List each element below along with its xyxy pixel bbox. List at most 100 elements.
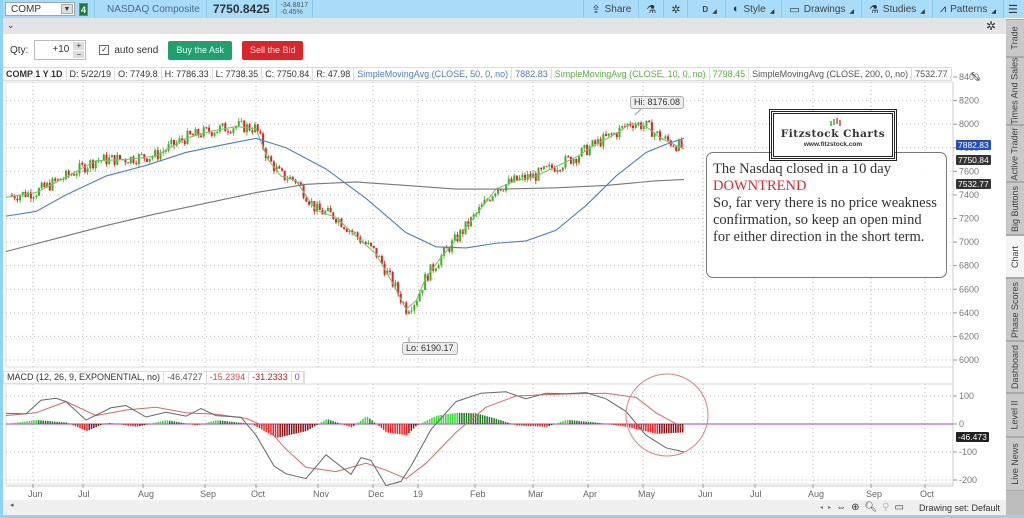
- logo-url: www.fitzstock.com: [803, 141, 863, 148]
- side-tab-big-buttons[interactable]: Big Buttons: [1006, 182, 1024, 235]
- drawings-button[interactable]: ▭ Drawings ◢: [781, 0, 861, 18]
- sma200-label[interactable]: SimpleMovingAvg (CLOSE, 200, 0, no): [749, 68, 913, 80]
- svg-text:0: 0: [959, 419, 964, 429]
- svg-text:7400: 7400: [959, 190, 979, 200]
- high-label: Hi: 8176.08: [630, 96, 685, 109]
- auto-send-checkbox[interactable]: ✓ auto send: [99, 45, 158, 56]
- side-tab-label: Chart: [1010, 245, 1021, 268]
- qty-stepper[interactable]: + −: [73, 42, 85, 58]
- decrement-icon[interactable]: −: [73, 50, 85, 58]
- logo-bars-icon: [830, 118, 841, 126]
- svg-text:6400: 6400: [959, 308, 979, 318]
- svg-text:Apr: Apr: [583, 489, 597, 499]
- side-tab-trade[interactable]: Trade: [1006, 19, 1024, 57]
- side-tab-active-trader[interactable]: Active Trader: [1006, 125, 1024, 182]
- bottom-toolbar: ◂ ◂ ▸ ⇔ ⊕ 🔍︎ ⚲ ▭ Drawing set: Default: [3, 500, 1006, 515]
- macd-value: -46.4727: [164, 372, 207, 383]
- annotation-note[interactable]: The Nasdaq closed in a 10 day DOWNTREND …: [706, 152, 947, 278]
- share-button[interactable]: ⇪ Share: [583, 0, 638, 18]
- sma50-label[interactable]: SimpleMovingAvg (CLOSE, 50, 0, no): [354, 68, 513, 80]
- scroll-left-icon[interactable]: ◂: [10, 502, 14, 509]
- svg-text:-100: -100: [959, 447, 977, 457]
- crosshair-icon[interactable]: ⊕: [851, 502, 860, 513]
- note-line1: The Nasdaq closed in a 10 day: [713, 161, 891, 177]
- gear-icon[interactable]: ✲: [985, 19, 996, 33]
- qty-input[interactable]: +10 + −: [34, 40, 87, 60]
- sma10-value: 7798.45: [710, 68, 750, 80]
- bar-high: H: 7786.33: [162, 68, 213, 80]
- symbol-selector[interactable]: COMP ▼: [5, 2, 75, 16]
- macd-label[interactable]: MACD (12, 26, 9, EXPONENTIAL, no): [4, 372, 165, 383]
- drawing-set-selector[interactable]: Drawing set: Default: [918, 502, 1000, 513]
- checkbox-checked-icon[interactable]: ✓: [99, 45, 110, 55]
- note-body: So, far very there is no price weakness …: [713, 195, 937, 245]
- symbol-description: NASDAQ Composite: [107, 3, 200, 15]
- side-tab-chart[interactable]: Chart: [1006, 235, 1024, 278]
- bar-date: D: 5/22/19: [67, 68, 116, 80]
- studies-label: Studies: [882, 3, 917, 15]
- dropdown-arrow-icon[interactable]: ▼: [61, 4, 73, 14]
- note-highlight: DOWNTREND: [713, 178, 807, 194]
- qty-value: +10: [52, 44, 70, 55]
- svg-text:Jul: Jul: [750, 489, 762, 499]
- order-entry-bar: Qty: +10 + − ✓ auto send Buy the Ask Sel…: [3, 34, 1006, 66]
- side-tab-level-ii[interactable]: Level II: [1006, 393, 1024, 437]
- side-tab-dashboard[interactable]: Dashboard: [1006, 341, 1024, 393]
- side-tab-label: Times And Sales: [1010, 57, 1021, 125]
- bar-low: L: 7738.35: [213, 68, 263, 80]
- svg-text:Sep: Sep: [200, 489, 216, 499]
- aggregation-button[interactable]: D ◢: [687, 0, 724, 18]
- logo-title: Fitzstock Charts: [780, 128, 886, 140]
- low-label: Lo: 6190.17: [402, 342, 458, 355]
- side-tabs: Trade Times And Sales Active Trader Big But…: [1006, 19, 1024, 515]
- macd-price-tag: -46.473: [956, 432, 989, 442]
- svg-text:19: 19: [413, 489, 423, 499]
- rectangle-icon[interactable]: ▭: [894, 502, 904, 513]
- qty-label: Qty:: [10, 44, 29, 56]
- bar-range: R: 47.98: [313, 68, 355, 80]
- svg-text:6600: 6600: [959, 284, 979, 294]
- flask-button[interactable]: ⚗: [638, 0, 663, 18]
- corner-arrow-icon: ◢: [712, 9, 717, 15]
- menu-button[interactable]: ☰: [1003, 0, 1024, 18]
- top-toolbar: COMP ▼ 4 NASDAQ Composite 7750.8425 -34.…: [3, 0, 1024, 18]
- share-icon: ⇪: [591, 3, 601, 16]
- svg-text:8200: 8200: [959, 96, 979, 106]
- pct-change-value: -0.45%: [280, 9, 303, 16]
- patterns-button[interactable]: ⩘ Patterns ◢: [931, 0, 1003, 18]
- svg-text:Feb: Feb: [470, 489, 486, 499]
- style-icon: ◐: [732, 3, 740, 15]
- link-group-badge[interactable]: 4: [79, 2, 88, 16]
- increment-icon[interactable]: +: [73, 42, 85, 50]
- corner-arrow-icon: ◢: [769, 9, 775, 15]
- side-tab-times-and-sales[interactable]: Times And Sales: [1006, 57, 1024, 125]
- pan-icon[interactable]: ⇔: [836, 502, 847, 513]
- zoom-out-icon[interactable]: ⚲: [882, 502, 890, 513]
- macd-diff: -31.2333: [249, 372, 292, 383]
- side-tab-phase-scores[interactable]: Phase Scores: [1006, 278, 1024, 341]
- scroll-left-icon[interactable]: ◂: [820, 505, 824, 511]
- studies-button[interactable]: ⚗ Studies ◢: [861, 0, 932, 18]
- side-tab-label: Trade: [1010, 26, 1020, 50]
- svg-text:6200: 6200: [959, 331, 979, 341]
- sell-the-bid-button[interactable]: Sell the Bid: [242, 40, 304, 60]
- flask-icon: ⚗: [869, 3, 879, 16]
- zoom-in-icon[interactable]: 🔍︎: [864, 502, 878, 513]
- style-button[interactable]: ◐ Style ◢: [724, 0, 782, 18]
- side-tab-live-news[interactable]: Live News: [1006, 437, 1024, 491]
- sma200-price-tag: 7532.77: [956, 179, 991, 189]
- gear-icon: ✲: [671, 3, 681, 16]
- chevron-down-icon[interactable]: ⌄: [7, 20, 15, 30]
- buy-the-ask-button[interactable]: Buy the Ask: [168, 40, 233, 60]
- sma10-label[interactable]: SimpleMovingAvg (CLOSE, 10, 0, no): [552, 68, 710, 80]
- svg-text:Mar: Mar: [528, 489, 544, 499]
- svg-text:Jun: Jun: [28, 489, 43, 499]
- settings-button[interactable]: ✲: [663, 0, 687, 18]
- macd-avg: -15.2394: [207, 372, 250, 383]
- svg-text:7000: 7000: [959, 237, 979, 247]
- svg-text:-200: -200: [959, 475, 977, 485]
- svg-text:Nov: Nov: [313, 489, 330, 499]
- collapse-bar: ⌄ ✲: [3, 18, 1006, 34]
- scroll-right-icon[interactable]: ▸: [828, 505, 832, 511]
- corner-arrow-icon: ◢: [991, 9, 996, 15]
